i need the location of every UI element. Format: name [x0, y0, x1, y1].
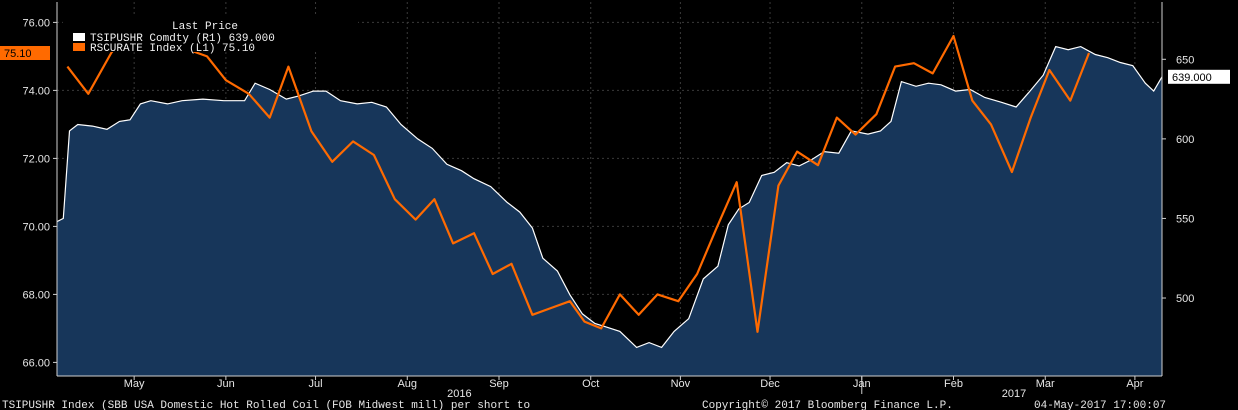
x-tick-label: Jun	[217, 378, 235, 390]
series-line-rscurate-index	[66, 24, 1091, 333]
left-tick-label: 68.00	[22, 289, 50, 301]
right-current-value-label: 639.000	[1172, 72, 1212, 84]
left-tick-label: 66.00	[22, 357, 50, 369]
footer: TSIPUSHR Index (SBB USA Domestic Hot Rol…	[2, 400, 1166, 410]
x-year-label: 2016	[447, 388, 471, 400]
x-tick-label: Jan	[853, 378, 871, 390]
left-tick-label: 74.00	[22, 85, 50, 97]
right-tick-label: 500	[1176, 293, 1194, 305]
x-tick-label: May	[124, 378, 145, 390]
left-tick-label: 72.00	[22, 153, 50, 165]
tick-labels: 76.00 74.00 72.00 70.00 68.00 66.00 650 600 550 5…	[22, 17, 1194, 400]
legend-swatch-tsipushr	[73, 33, 85, 41]
right-tick-label: 600	[1176, 134, 1194, 146]
right-tick-label: 650	[1176, 54, 1194, 66]
x-tick-label: Dec	[760, 378, 780, 390]
footer-copyright: Copyright© 2017 Bloomberg Finance L.P.	[702, 400, 953, 410]
legend-box	[63, 16, 358, 52]
x-tick-label: Aug	[397, 378, 417, 390]
legend-entry-tsipushr: TSIPUSHR Comdty (R1) 639.000	[90, 33, 275, 45]
plot-area	[56, 24, 1163, 376]
legend: Last Price TSIPUSHR Comdty (R1) 639.000 …	[63, 16, 358, 55]
x-tick-label: Sep	[489, 378, 509, 390]
left-current-value-label: 75.10	[4, 48, 32, 60]
x-tick-label: Feb	[944, 378, 963, 390]
x-tick-label: Apr	[1126, 378, 1143, 390]
right-tick-label: 550	[1176, 213, 1194, 225]
x-tick-label: Jul	[308, 378, 322, 390]
legend-swatch-rscurate	[73, 43, 85, 51]
x-tick-label: Nov	[671, 378, 691, 390]
right-current-value-box	[1168, 69, 1230, 84]
footer-timestamp: 04-May-2017 17:00:07	[1034, 400, 1166, 410]
legend-header: Last Price	[172, 21, 238, 33]
series-line-tsipushr-comdty	[56, 45, 1163, 349]
left-current-value-box	[0, 46, 50, 60]
current-value-markers: 75.10 639.000	[0, 46, 1230, 84]
left-tick-label: 70.00	[22, 221, 50, 233]
footer-security-description: TSIPUSHR Index (SBB USA Domestic Hot Rol…	[2, 400, 530, 410]
left-tick-label: 76.00	[22, 17, 50, 29]
x-tick-label: Mar	[1036, 378, 1055, 390]
legend-entry-rscurate: RSCURATE Index (L1) 75.10	[90, 43, 255, 55]
x-year-label: 2017	[1002, 388, 1026, 400]
series-area-tsipushr-comdty	[57, 46, 1162, 376]
chart-axes	[53, 2, 1166, 394]
x-tick-label: Oct	[582, 378, 599, 390]
